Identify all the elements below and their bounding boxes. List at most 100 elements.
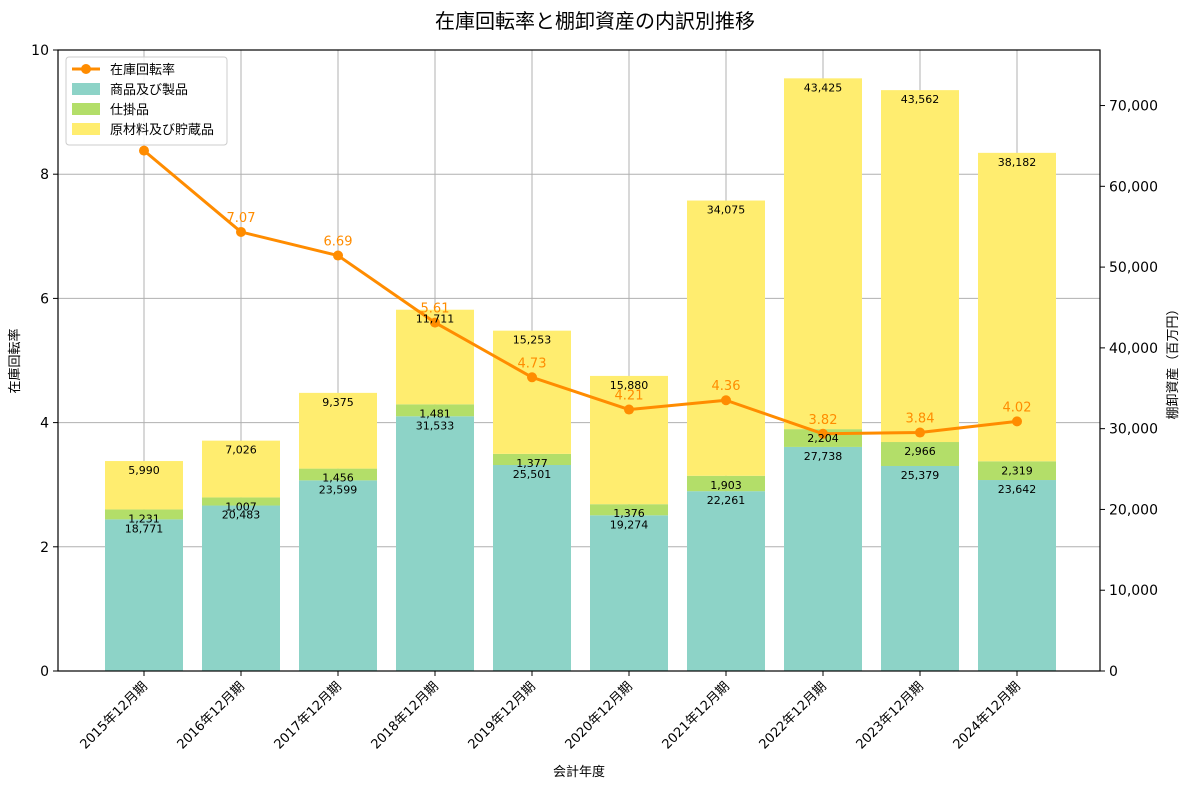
bar-value-label: 23,599 — [319, 483, 358, 496]
bar-value-label: 1,903 — [710, 479, 742, 492]
bar-value-label: 2,319 — [1001, 464, 1033, 477]
bar-value-label: 15,253 — [513, 334, 552, 347]
rate-point — [1012, 416, 1022, 427]
bar-segment — [590, 504, 668, 516]
bar-value-label: 18,771 — [125, 522, 164, 535]
rate-value-label: 4.21 — [615, 389, 644, 404]
bar-value-label: 1,376 — [613, 507, 645, 520]
rate-value-label: 3.84 — [906, 412, 935, 427]
bar-value-label: 22,261 — [707, 494, 746, 507]
bar-value-label: 1,481 — [419, 407, 451, 420]
rate-line — [143, 149, 1018, 436]
bar-segment — [105, 509, 183, 520]
bar-value-label: 43,425 — [804, 81, 843, 94]
rate-point — [915, 427, 925, 438]
rate-point — [333, 250, 343, 261]
rate-value-label: 4.36 — [712, 379, 741, 394]
bar-segment — [881, 465, 959, 671]
bar-value-label: 19,274 — [610, 518, 649, 531]
bar-segment — [881, 442, 959, 466]
bar-segment — [493, 465, 571, 671]
y-tick-label-left: 8 — [40, 167, 49, 183]
bar-value-label: 5,990 — [128, 464, 160, 477]
legend-label: 仕掛品 — [110, 103, 149, 118]
x-tick-label: 2024年12月期 — [951, 679, 1024, 752]
bar-segment — [493, 453, 571, 466]
rate-value-label: 7.07 — [227, 211, 256, 226]
bar-value-label: 20,483 — [222, 509, 261, 522]
x-tick-label: 2023年12月期 — [854, 679, 927, 752]
rate-point — [430, 317, 440, 328]
rate-point — [236, 226, 246, 237]
bar-segment — [687, 200, 765, 476]
rate-value-label: 4.73 — [518, 356, 547, 371]
legend-label: 在庫回転率 — [110, 62, 175, 78]
legend-label: 商品及び製品 — [110, 83, 188, 98]
rate-point — [721, 395, 731, 406]
rate-point — [527, 372, 537, 383]
bar-value-label: 15,880 — [610, 379, 649, 392]
bar-segment — [396, 404, 474, 417]
bar-segment — [202, 440, 280, 498]
rate-point — [139, 145, 149, 156]
bar-value-label: 1,007 — [225, 500, 257, 513]
bar-value-label: 34,075 — [707, 204, 746, 217]
rate-point — [818, 428, 828, 439]
rate-value-label: 5.61 — [421, 302, 450, 317]
bar-segment — [687, 475, 765, 492]
x-tick-label: 2022年12月期 — [757, 679, 830, 752]
bar-segment — [978, 461, 1056, 481]
bar-value-label: 2,966 — [904, 445, 936, 458]
x-tick-label: 2017年12月期 — [272, 679, 345, 752]
bar-segment — [493, 330, 571, 454]
x-tick-label: 2021年12月期 — [660, 679, 733, 752]
bar-value-label: 2,204 — [807, 432, 839, 445]
bar-value-label: 25,501 — [513, 468, 552, 481]
rate-value-label: 6.69 — [324, 235, 353, 250]
bar-segment — [299, 468, 377, 481]
y-tick-label-left: 6 — [40, 291, 49, 307]
x-tick-label: 2020年12月期 — [563, 679, 636, 752]
y-tick-label-right: 30,000 — [1109, 422, 1158, 438]
y-tick-label-right: 40,000 — [1109, 341, 1158, 357]
bar-value-label: 25,379 — [901, 469, 940, 482]
legend-swatch — [72, 123, 100, 135]
bar-segment — [202, 505, 280, 671]
y-tick-label-left: 4 — [40, 416, 49, 432]
bar-value-label: 1,231 — [128, 512, 160, 525]
bar-segment — [590, 375, 668, 505]
bar-segment — [881, 90, 959, 443]
line-layer: 7.07 6.69 5.61 4.73 4.21 4.36 3.82 3.84 4.02 — [139, 145, 1032, 439]
y-tick-label-right: 70,000 — [1109, 99, 1158, 115]
bar-segment — [978, 152, 1056, 462]
y-tick-label-right: 50,000 — [1109, 260, 1158, 276]
bar-segment — [784, 446, 862, 671]
rate-value-label: 3.82 — [809, 413, 838, 428]
bar-value-label: 27,738 — [804, 450, 843, 463]
bar-segment — [978, 480, 1056, 671]
bar-value-label: 9,375 — [322, 396, 354, 409]
y-tick-label-right: 20,000 — [1109, 502, 1158, 518]
bar-segment — [590, 515, 668, 671]
y-tick-label-right: 0 — [1109, 664, 1118, 680]
plot-frame — [57, 49, 1101, 672]
legend-swatch-marker — [81, 64, 91, 74]
legend-swatch — [72, 103, 100, 115]
rate-value-label: 4.02 — [1003, 400, 1032, 415]
bar-value-label: 23,642 — [998, 483, 1037, 496]
bar-value-label: 11,711 — [416, 313, 455, 326]
x-axis-label: 会計年度 — [553, 764, 605, 780]
bar-value-label: 38,182 — [998, 156, 1037, 169]
rate-point — [624, 404, 634, 415]
bar-segment — [299, 392, 377, 469]
x-tick-label: 2019年12月期 — [466, 679, 539, 752]
y-tick-label-left: 2 — [40, 540, 49, 556]
bar-value-label: 43,562 — [901, 93, 940, 106]
bar-segment — [784, 78, 862, 430]
bar-value-label: 7,026 — [225, 444, 257, 457]
x-tick-label: 2016年12月期 — [175, 679, 248, 752]
bar-layer — [105, 78, 1056, 671]
